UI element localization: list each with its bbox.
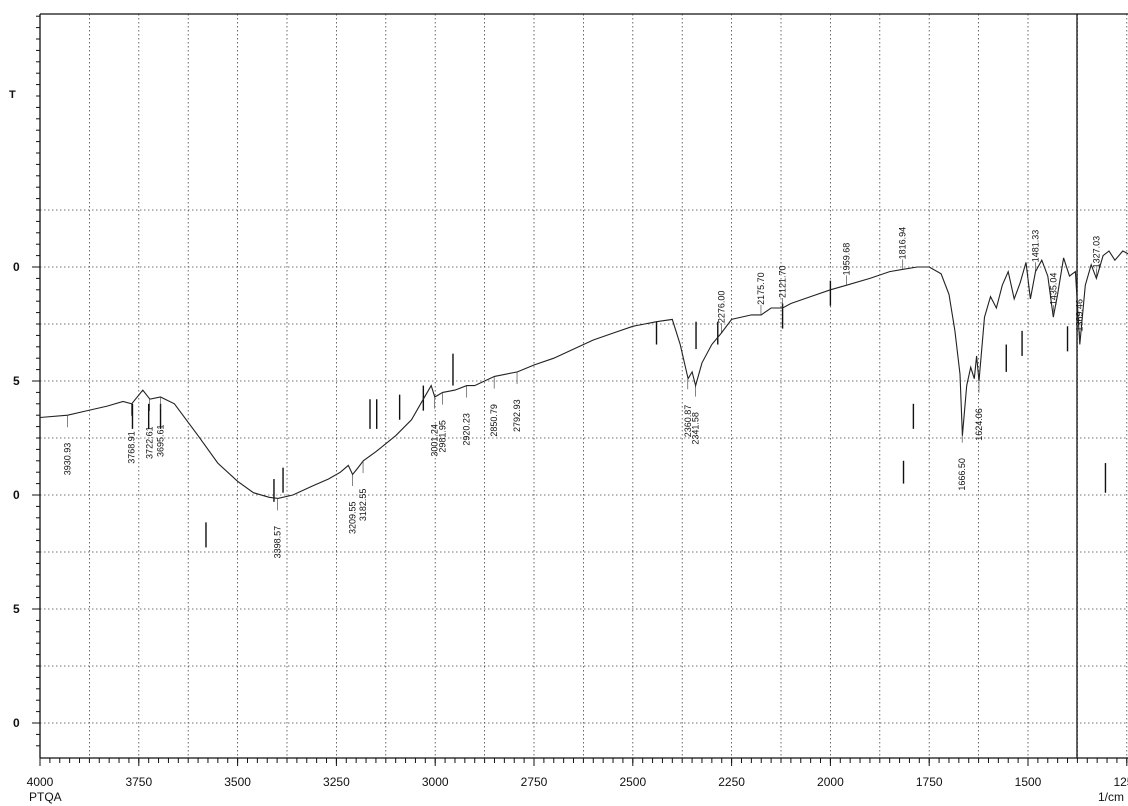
peak-label: 2341.58 [690,412,700,445]
y-tick-label: 0 [13,716,20,730]
peak-labels: 3930.93 3768.91 3722.61 3695.61 3398.57 3209.… [62,213,1128,559]
peak-label: 1666.50 [957,458,967,491]
peak-label: 3695.61 [155,424,165,457]
y-tick-label: 5 [13,602,20,616]
peak-label: 3768.91 [126,431,136,464]
peak-label: 2360.87 [683,405,693,438]
peak-label: 2920.23 [462,413,472,446]
peak-label: 3209.55 [347,501,357,534]
axes [32,13,1128,766]
x-unit-label: 1/cm [1098,790,1124,804]
peak-label: 3930.93 [62,443,72,476]
x-tick-label: 3000 [422,775,449,789]
x-tick-label: 3750 [125,775,152,789]
peak-label: 1369.46 [1075,299,1085,332]
tick-labels: 4000 3750 3500 3250 3000 2750 2500 2250 2000 1750… [13,260,1128,789]
peak-label: 2276.00 [716,291,726,324]
sample-name-label: PTQA [29,790,62,804]
peak-label: 2121.70 [777,265,787,298]
spectrum-series [39,250,1128,499]
y-tick-label: 0 [13,260,20,274]
peak-label: 3001.24 [430,424,440,457]
peak-label: 2792.93 [512,399,522,432]
peak-label: 1327.03 [1091,236,1101,269]
x-tick-label: 2750 [521,775,548,789]
peak-label: 2850.79 [489,404,499,437]
peak-label: 3398.57 [273,526,283,559]
y-tick-label: 5 [13,374,20,388]
x-tick-label: 3500 [224,775,251,789]
x-tick-label: 2250 [718,775,745,789]
x-tick-label: 3250 [323,775,350,789]
peak-label: 1816.94 [898,227,908,260]
peak-label: 1481.33 [1030,230,1040,263]
peak-label: 1238.30 [1126,213,1128,246]
peak-label: 2981.95 [437,420,447,453]
spectrum-line [39,250,1128,499]
x-tick-label: 2500 [619,775,646,789]
x-tick-label: 1500 [1015,775,1042,789]
x-tick-label: 1250 [1113,775,1128,789]
peak-label: 3182.55 [358,489,368,522]
peak-label: 2175.70 [756,272,766,305]
peak-label: 1435.04 [1049,273,1059,306]
x-tick-label: 4000 [27,775,54,789]
y-axis-symbol: T [9,89,16,101]
y-tick-label: 0 [13,488,20,502]
peak-label: 3722.61 [145,426,155,459]
peak-label: 1959.68 [841,243,851,276]
x-tick-label: 2000 [817,775,844,789]
grid-lines [40,14,1128,758]
peak-label: 1624.06 [974,408,984,441]
x-tick-label: 1750 [916,775,943,789]
